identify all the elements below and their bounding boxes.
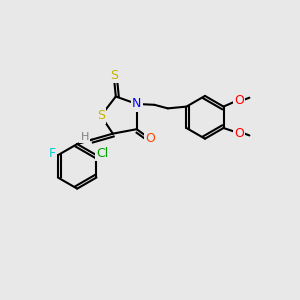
Text: H: H <box>80 132 89 142</box>
Text: N: N <box>132 98 141 110</box>
Text: F: F <box>48 147 56 160</box>
Text: O: O <box>234 94 244 106</box>
Text: S: S <box>110 69 118 82</box>
Text: O: O <box>146 132 155 145</box>
Text: Cl: Cl <box>96 147 109 160</box>
Text: O: O <box>234 127 244 140</box>
Text: S: S <box>97 109 105 122</box>
